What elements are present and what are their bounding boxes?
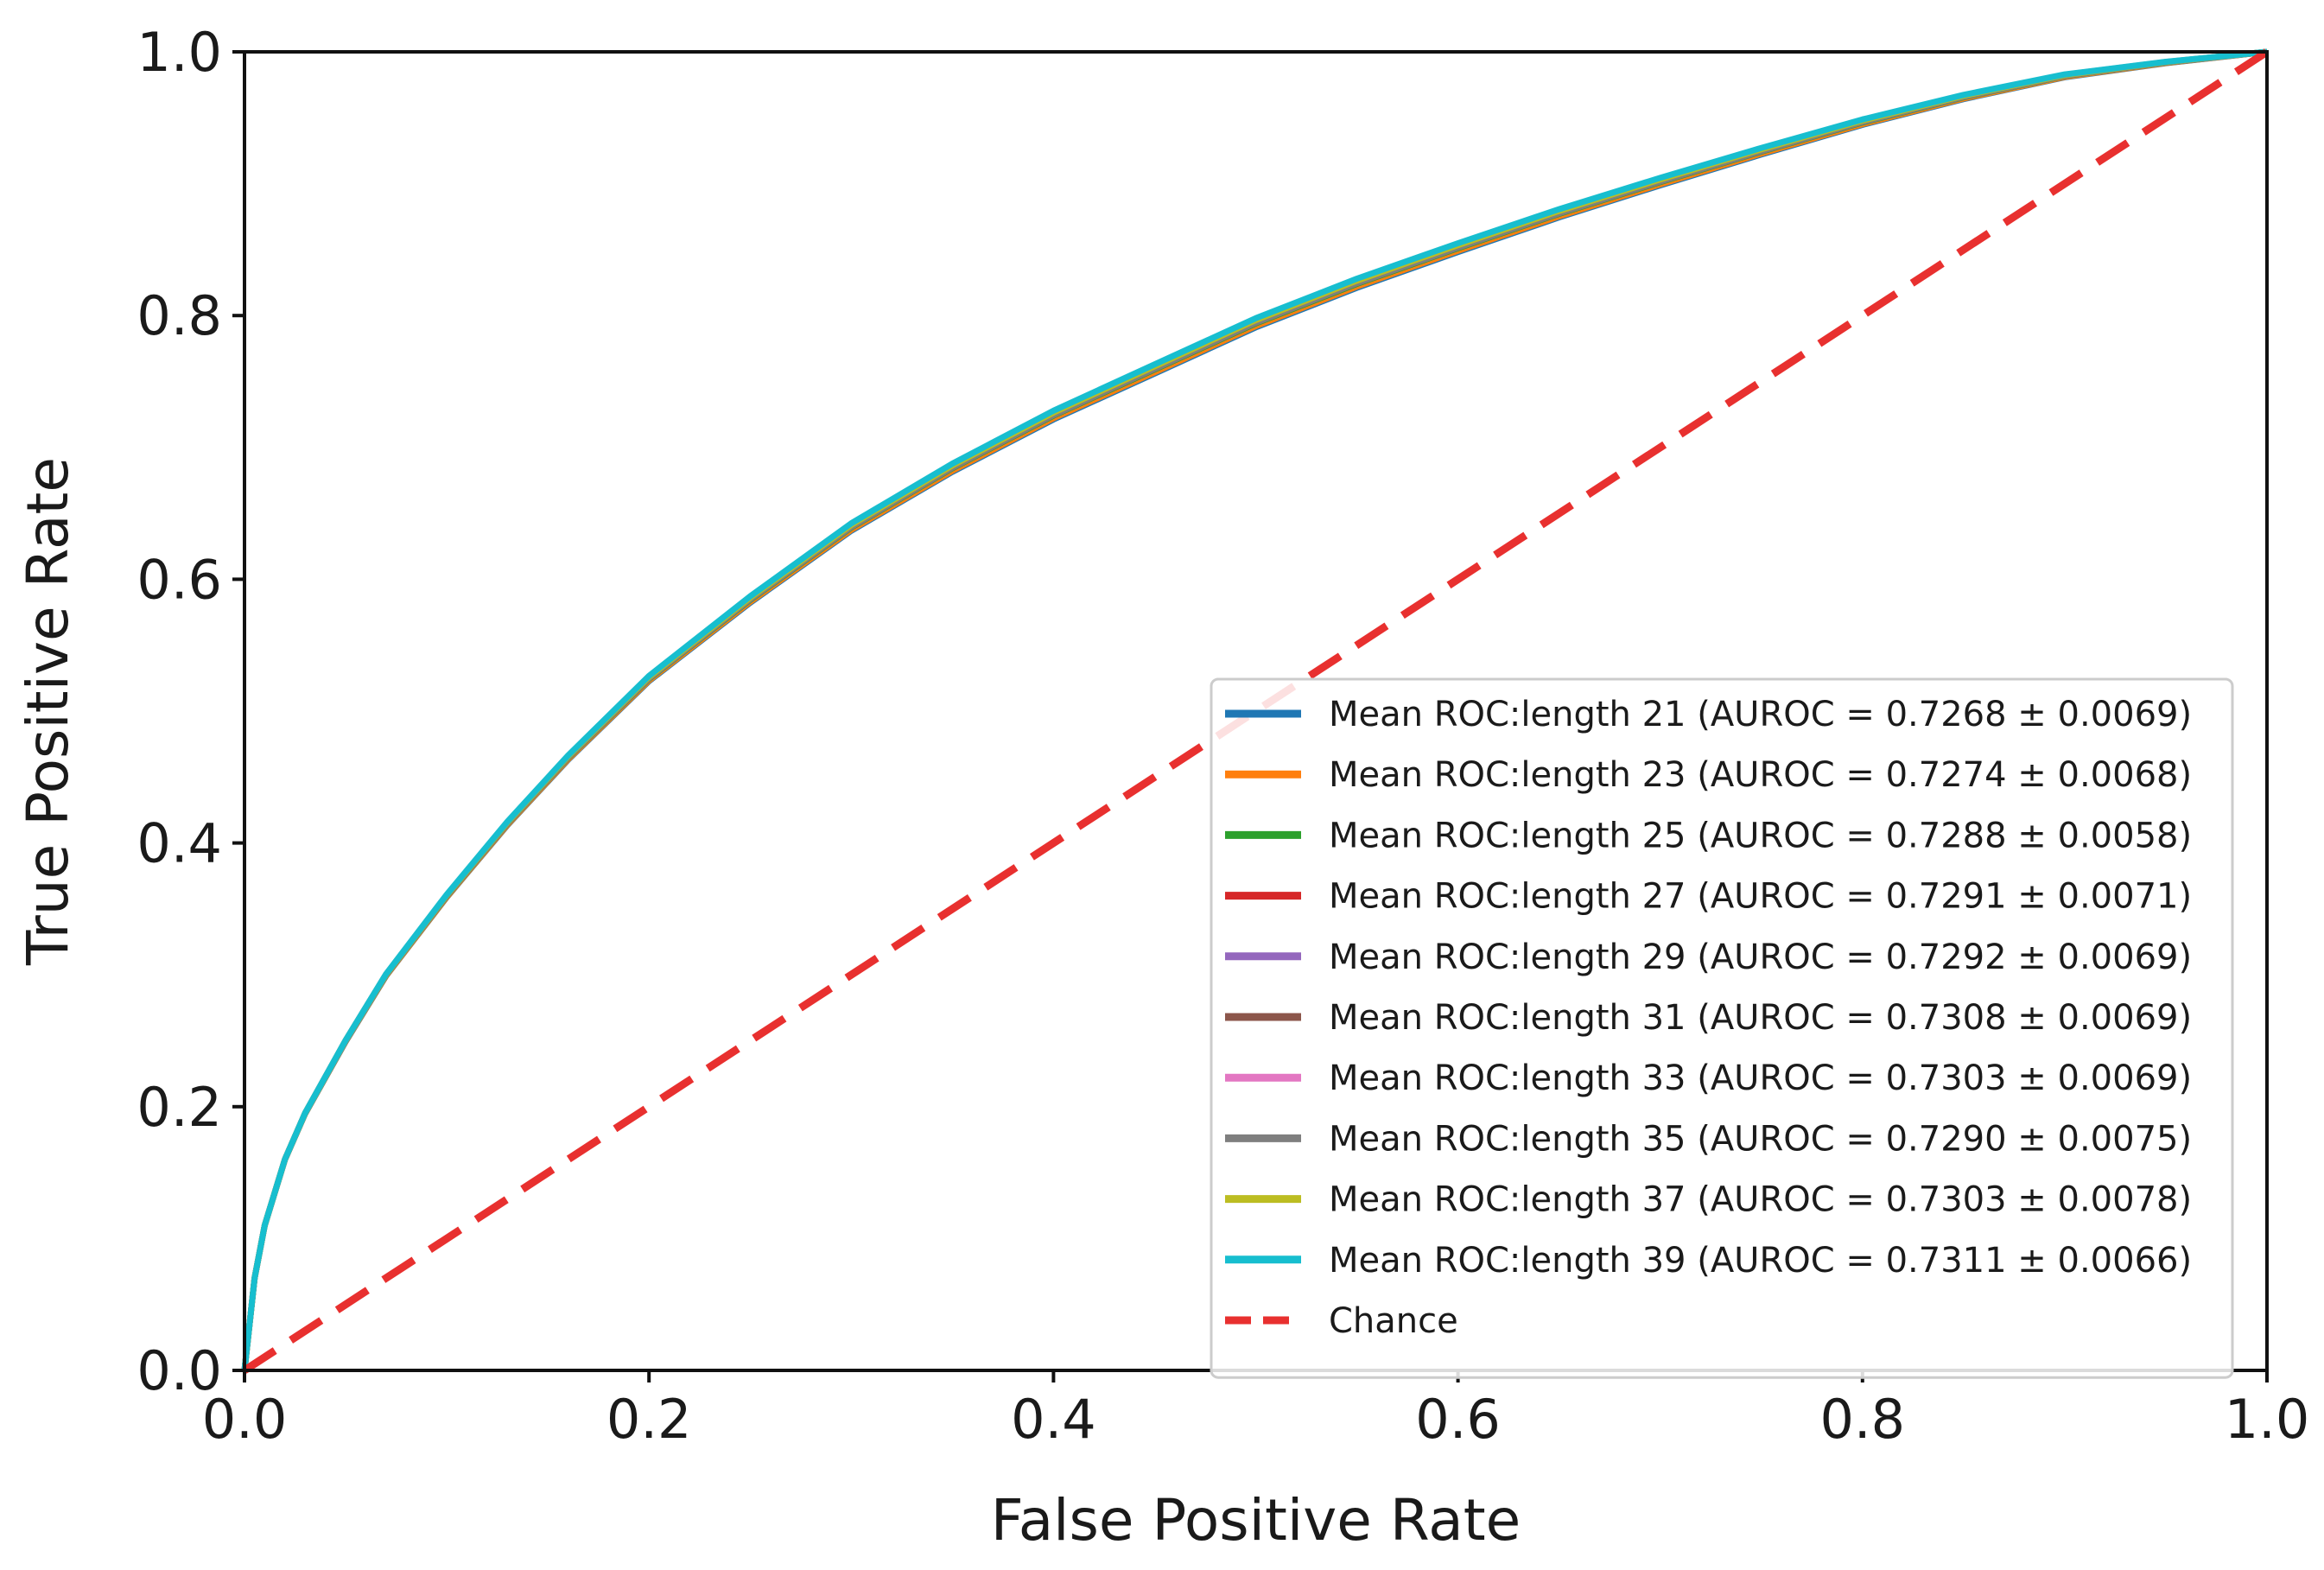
legend-label: Mean ROC:length 27 (AUROC = 0.7291 ± 0.0… xyxy=(1329,877,2192,917)
legend-item: Mean ROC:length 33 (AUROC = 0.7303 ± 0.0… xyxy=(1225,1058,2192,1098)
legend-item: Mean ROC:length 31 (AUROC = 0.7308 ± 0.0… xyxy=(1225,998,2192,1038)
plot-area xyxy=(241,48,2270,1374)
legend-item: Mean ROC:length 27 (AUROC = 0.7291 ± 0.0… xyxy=(1225,877,2192,917)
legend-label: Mean ROC:length 37 (AUROC = 0.7303 ± 0.0… xyxy=(1329,1180,2192,1220)
legend-label: Chance xyxy=(1329,1301,1458,1341)
legend-label: Mean ROC:length 31 (AUROC = 0.7308 ± 0.0… xyxy=(1329,998,2192,1038)
legend-label: Mean ROC:length 21 (AUROC = 0.7268 ± 0.0… xyxy=(1329,695,2192,734)
legend-label: Mean ROC:length 39 (AUROC = 0.7311 ± 0.0… xyxy=(1329,1241,2192,1281)
legend-label: Mean ROC:length 23 (AUROC = 0.7274 ± 0.0… xyxy=(1329,755,2192,795)
x-tick-label: 0.2 xyxy=(606,1388,692,1451)
legend-label: Mean ROC:length 33 (AUROC = 0.7303 ± 0.0… xyxy=(1329,1058,2192,1098)
legend-label: Mean ROC:length 25 (AUROC = 0.7288 ± 0.0… xyxy=(1329,816,2192,855)
chance-line xyxy=(242,48,2270,1374)
legend-box xyxy=(1210,677,2234,1379)
y-tick-label: 1.0 xyxy=(137,21,222,84)
x-tick-label: 0.0 xyxy=(202,1388,288,1451)
legend-label: Mean ROC:length 29 (AUROC = 0.7292 ± 0.0… xyxy=(1329,938,2192,977)
y-tick-label: 0.2 xyxy=(137,1076,222,1139)
x-tick-label: 1.0 xyxy=(2225,1388,2310,1451)
y-tick-label: 0.0 xyxy=(137,1339,222,1402)
legend-item: Mean ROC:length 39 (AUROC = 0.7311 ± 0.0… xyxy=(1225,1241,2192,1281)
legend-item: Mean ROC:length 25 (AUROC = 0.7288 ± 0.0… xyxy=(1225,816,2192,855)
roc-curve-10 xyxy=(241,48,2268,1371)
axes: 0.0 0.2 0.4 0.6 0.8 1.0 0.0 0.2 0.4 0.6 0.8 1.0 xyxy=(137,21,2309,1451)
x-tick-label: 0.8 xyxy=(1819,1388,1905,1451)
legend-item: Mean ROC:length 37 (AUROC = 0.7303 ± 0.0… xyxy=(1225,1180,2192,1220)
y-tick-label: 0.4 xyxy=(137,812,222,875)
y-axis-label: True Positive Rate xyxy=(15,457,81,966)
legend: Mean ROC:length 21 (AUROC = 0.7268 ± 0.0… xyxy=(1210,677,2234,1379)
y-tick-label: 0.8 xyxy=(137,284,222,347)
legend-item: Mean ROC:length 21 (AUROC = 0.7268 ± 0.0… xyxy=(1225,695,2192,734)
y-tick-label: 0.6 xyxy=(137,548,222,611)
legend-item: Mean ROC:length 35 (AUROC = 0.7290 ± 0.0… xyxy=(1225,1119,2192,1159)
legend-label: Mean ROC:length 35 (AUROC = 0.7290 ± 0.0… xyxy=(1329,1119,2192,1159)
legend-item: Mean ROC:length 29 (AUROC = 0.7292 ± 0.0… xyxy=(1225,938,2192,977)
legend-item: Mean ROC:length 23 (AUROC = 0.7274 ± 0.0… xyxy=(1225,755,2192,795)
x-tick-label: 0.6 xyxy=(1415,1388,1501,1451)
x-axis-label: False Positive Rate xyxy=(991,1487,1521,1554)
x-tick-label: 0.4 xyxy=(1011,1388,1096,1451)
legend-item: Chance xyxy=(1225,1301,1458,1341)
